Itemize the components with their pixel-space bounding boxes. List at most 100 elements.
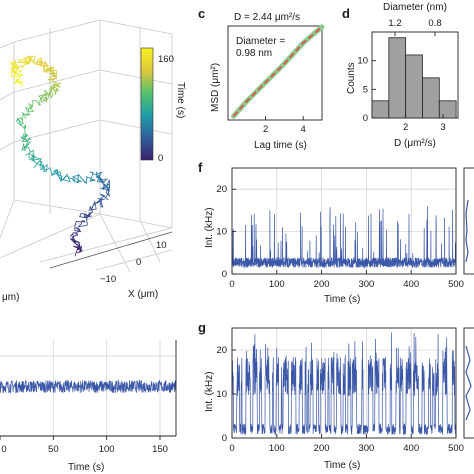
- trajectory-segment: [85, 171, 104, 182]
- 3d-grid-lines: [0, 19, 173, 273]
- hist-bar: [405, 54, 423, 119]
- trace-f-x-tick-label: 100: [269, 279, 285, 290]
- trace-f-y-label: Int. (kHz): [204, 207, 215, 248]
- msd-axes-box: [227, 25, 323, 121]
- trajectory-segment: [49, 83, 60, 98]
- trace-g-y-tick-label: 10: [216, 389, 227, 400]
- hist-top-label: Diameter (nm): [383, 2, 447, 13]
- trace-e-x-ticks: 0 50 100 150: [0, 436, 168, 455]
- panel-label-c: c: [198, 6, 205, 21]
- hist-y-tick-label: 0: [363, 113, 368, 124]
- x-axis-tick-label: −10: [100, 274, 116, 285]
- msd-x-tick-label: 2: [263, 124, 268, 135]
- panel-label-g: g: [198, 320, 206, 335]
- trace-f-axes-box: [231, 167, 457, 275]
- trajectory-segment: [30, 155, 45, 171]
- trajectory-segment: [28, 96, 42, 112]
- hist-bars: [371, 37, 457, 119]
- trajectory-segment: [37, 88, 52, 103]
- trace-f-grid: [231, 168, 457, 275]
- trace-e-x-label: Time (s): [68, 462, 104, 473]
- x-axis-tick-label: 10: [156, 240, 167, 251]
- trace-g-y-tick-label: 0: [222, 433, 227, 444]
- trajectory-segment: [73, 242, 83, 257]
- trajectory-segment: [16, 117, 28, 140]
- trace-f-x-tick-label: 400: [403, 279, 419, 290]
- trajectory-segment: [10, 56, 27, 69]
- trajectory-segment: [13, 70, 24, 87]
- trace-e-x-tick-label: 150: [152, 444, 168, 455]
- trajectory-segment: [20, 133, 32, 152]
- trace-e-panel: 0 50 100 150 Time (s): [0, 340, 177, 473]
- trace-f-panel: f 0 100 200 300 400 500 0 10 20 Time (s) Int. (k…: [198, 160, 474, 305]
- trace-e-x-tick-label: 50: [48, 444, 59, 455]
- trace-f-y-tick-label: 0: [222, 269, 227, 280]
- colorbar-label: Time (s): [175, 82, 186, 118]
- panel-label-d: d: [342, 6, 350, 21]
- colorbar-tick-label: 0: [158, 153, 163, 164]
- hist-bar: [422, 77, 440, 119]
- trace-f-ticks: 0 100 200 300 400 500 0 10 20: [216, 184, 464, 290]
- trajectory-segment: [85, 198, 104, 217]
- trace-f-x-tick-label: 500: [448, 279, 464, 290]
- trace-g-x-tick-label: 500: [448, 443, 464, 454]
- trace-g-x-tick-label: 400: [403, 443, 419, 454]
- trace-g-y-tick-label: 20: [216, 345, 227, 356]
- trajectory-segment: [70, 220, 86, 237]
- hist-x-tick-label: 2: [403, 122, 408, 133]
- trajectory-segment: [17, 56, 33, 65]
- trace-f-x-tick-label: 200: [314, 279, 330, 290]
- trajectory-3d-panel: 10 0 −10 X (μm) μm) 160 0 Time (s): [0, 19, 186, 303]
- trajectory-segment: [77, 211, 93, 228]
- trace-f-x-label: Time (s): [324, 294, 360, 305]
- 3d-floor-axis: [49, 231, 173, 269]
- trajectory-segment: [16, 106, 34, 124]
- trajectory-segment: [69, 233, 80, 246]
- hist-bar: [438, 100, 457, 119]
- msd-x-tick-label: 4: [301, 124, 306, 135]
- trace-g-x-label: Time (s): [324, 460, 360, 471]
- trace-g-panel: g 0 100 200 300 400 500 0 10 20 Time (s) Int. (k…: [198, 320, 474, 471]
- trajectory-path: [9, 55, 111, 257]
- hist-x-tick-label: 3: [440, 122, 445, 133]
- panel-label-f: f: [198, 160, 203, 175]
- trace-e-x-tick-label: 0: [1, 444, 6, 455]
- trace-g-line: [231, 332, 457, 436]
- hist-ticks: 0 5 10 2 3 1.2 0.8: [357, 18, 445, 133]
- trace-g-x-tick-label: 0: [229, 443, 234, 454]
- msd-fit-line: [233, 26, 323, 117]
- trajectory-segment: [99, 179, 111, 191]
- hist-y-label: Counts: [346, 62, 357, 94]
- x-axis-label: X (μm): [128, 289, 158, 300]
- trajectory-segment: [23, 146, 36, 161]
- trace-e-line: [0, 379, 177, 394]
- msd-x-label: Lag time (s): [254, 140, 307, 151]
- msd-diameter-annotation: Diameter =: [236, 36, 285, 47]
- trace-f-y-tick-label: 10: [216, 227, 227, 238]
- msd-diameter-value: 0.98 nm: [236, 48, 272, 59]
- trace-g-ticks: 0 100 200 300 400 500 0 10 20: [216, 345, 464, 454]
- hist-bar: [371, 100, 390, 119]
- hist-bar: [388, 37, 407, 119]
- trace-g-x-tick-label: 200: [314, 443, 330, 454]
- hist-y-tick-label: 10: [357, 56, 368, 67]
- trace-f-side-marks: [465, 199, 469, 263]
- trajectory-segment: [96, 186, 111, 204]
- trajectory-segment: [45, 65, 57, 81]
- trace-g-x-tick-label: 300: [358, 443, 374, 454]
- hist-x-label: D (μm²/s): [394, 138, 436, 149]
- trace-g-side-marks: [465, 345, 472, 421]
- trace-f-side-box: [463, 167, 474, 275]
- trace-e-x-tick-label: 100: [99, 444, 115, 455]
- trace-g-axes-box: [231, 327, 457, 439]
- trace-f-x-tick-label: 300: [358, 279, 374, 290]
- colorbar-tick-label: 160: [158, 54, 174, 65]
- z-axis-label-fragment: μm): [2, 292, 19, 303]
- histogram-panel: d Diameter (nm) 0 5 10 2 3 1.2 0.8 D (μm²/s) C…: [342, 2, 459, 149]
- msd-y-label: MSD (μm²): [210, 63, 221, 112]
- trajectory-segment: [96, 171, 109, 187]
- hist-top-tick-label: 0.8: [428, 18, 441, 29]
